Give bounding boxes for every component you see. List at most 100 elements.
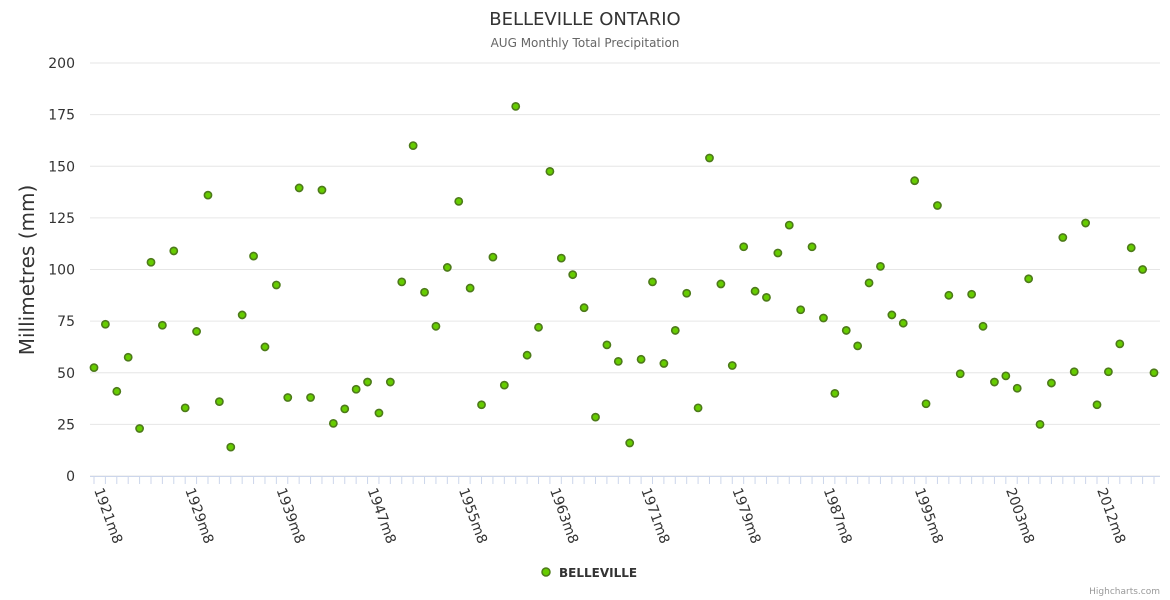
data-point[interactable] — [397, 277, 407, 287]
data-point[interactable] — [625, 438, 635, 448]
data-point[interactable] — [203, 190, 213, 200]
data-point[interactable] — [511, 101, 521, 111]
legend-label[interactable]: BELLEVILLE — [559, 566, 637, 580]
data-point[interactable] — [522, 350, 532, 360]
data-point[interactable] — [796, 305, 806, 315]
data-point[interactable] — [363, 377, 372, 387]
data-point[interactable] — [1149, 368, 1159, 378]
data-point[interactable] — [385, 377, 395, 387]
data-point[interactable] — [545, 167, 555, 176]
data-point[interactable] — [944, 290, 954, 300]
data-point[interactable] — [226, 442, 236, 452]
data-point[interactable] — [990, 377, 999, 387]
data-point[interactable] — [967, 289, 977, 299]
data-point[interactable] — [1001, 371, 1011, 381]
data-point[interactable] — [933, 201, 942, 210]
data-point[interactable] — [693, 403, 703, 413]
data-point[interactable] — [1024, 274, 1034, 284]
data-point[interactable] — [1035, 419, 1045, 429]
data-point[interactable] — [534, 322, 543, 332]
data-point[interactable] — [705, 153, 714, 163]
data-point[interactable] — [773, 248, 783, 258]
data-point[interactable] — [876, 262, 885, 271]
data-point[interactable] — [192, 327, 201, 336]
data-point[interactable] — [784, 220, 794, 230]
y-tick-label: 0 — [66, 469, 75, 485]
credits-link[interactable]: Highcharts.com — [1089, 587, 1160, 597]
data-point[interactable] — [465, 283, 475, 293]
data-point[interactable] — [351, 384, 361, 394]
data-point[interactable] — [613, 356, 623, 366]
data-point[interactable] — [739, 242, 749, 252]
data-point[interactable] — [819, 313, 828, 323]
data-point[interactable] — [306, 393, 315, 402]
data-point[interactable] — [294, 183, 304, 193]
data-point[interactable] — [271, 280, 281, 290]
data-point[interactable] — [898, 318, 908, 328]
data-point[interactable] — [955, 369, 965, 379]
data-point[interactable] — [237, 310, 247, 320]
data-point[interactable] — [249, 251, 258, 261]
data-point[interactable] — [887, 310, 897, 320]
data-point[interactable] — [716, 279, 726, 289]
data-point[interactable] — [260, 342, 270, 352]
data-point[interactable] — [1104, 367, 1113, 377]
data-point[interactable] — [921, 399, 931, 409]
data-point[interactable] — [146, 257, 156, 267]
data-point[interactable] — [1092, 400, 1102, 410]
data-point[interactable] — [283, 393, 293, 402]
data-point[interactable] — [1081, 218, 1091, 228]
data-point[interactable] — [568, 270, 578, 280]
data-point[interactable] — [454, 196, 464, 206]
data-point[interactable] — [1126, 243, 1136, 253]
legend[interactable]: BELLEVILLE — [541, 566, 637, 580]
data-point[interactable] — [602, 340, 612, 350]
data-point[interactable] — [841, 326, 851, 335]
data-point[interactable] — [442, 263, 452, 272]
data-point[interactable] — [556, 253, 566, 263]
data-point[interactable] — [670, 326, 680, 335]
data-point[interactable] — [1012, 383, 1022, 393]
data-point[interactable] — [420, 287, 429, 297]
data-point[interactable] — [762, 292, 771, 302]
data-point[interactable] — [499, 380, 509, 390]
data-point[interactable] — [169, 246, 179, 256]
data-point[interactable] — [807, 242, 817, 252]
x-tick-label: 1963m8 — [546, 486, 581, 546]
data-point[interactable] — [477, 400, 486, 410]
data-point[interactable] — [431, 321, 441, 331]
data-point[interactable] — [910, 176, 920, 186]
data-point[interactable] — [978, 321, 988, 331]
data-point[interactable] — [682, 288, 692, 298]
data-point[interactable] — [864, 278, 874, 288]
data-point[interactable] — [180, 403, 190, 413]
data-point[interactable] — [1138, 265, 1148, 274]
data-point[interactable] — [830, 388, 840, 398]
data-point[interactable] — [659, 359, 669, 368]
data-point[interactable] — [648, 277, 657, 287]
data-point[interactable] — [727, 361, 737, 370]
data-point[interactable] — [636, 354, 646, 364]
data-point[interactable] — [123, 352, 133, 362]
data-point[interactable] — [1047, 378, 1056, 388]
data-point[interactable] — [1115, 339, 1125, 349]
data-point[interactable] — [328, 418, 338, 428]
data-point[interactable] — [591, 412, 600, 422]
data-point[interactable] — [317, 185, 327, 195]
data-point[interactable] — [100, 319, 110, 329]
data-point[interactable] — [408, 141, 418, 150]
data-point[interactable] — [89, 363, 99, 372]
data-point[interactable] — [214, 397, 224, 407]
data-point[interactable] — [579, 303, 589, 313]
data-point[interactable] — [853, 341, 863, 351]
data-point[interactable] — [112, 386, 122, 396]
data-point[interactable] — [157, 320, 167, 330]
data-point[interactable] — [1069, 367, 1079, 377]
data-point[interactable] — [135, 424, 144, 433]
data-point[interactable] — [374, 408, 384, 418]
data-point[interactable] — [1058, 233, 1068, 242]
data-point[interactable] — [750, 286, 760, 296]
data-point[interactable] — [340, 404, 350, 414]
data-point[interactable] — [488, 252, 498, 262]
